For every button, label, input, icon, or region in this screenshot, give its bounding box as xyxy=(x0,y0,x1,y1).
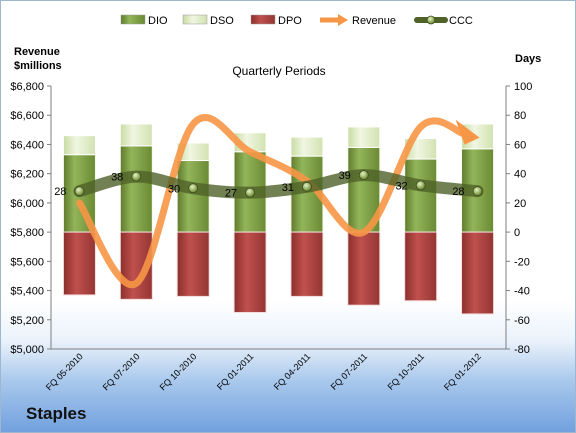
category-tick-label: FQ 10-2011 xyxy=(386,351,427,392)
left-axis-tick-label: $5,600 xyxy=(10,256,44,268)
right-axis-tick-label: 80 xyxy=(514,110,526,122)
ccc-point xyxy=(358,170,369,181)
category-tick-label: FQ 01-2011 xyxy=(215,351,256,392)
bar-dso xyxy=(62,135,96,156)
right-axis-tick-label: -40 xyxy=(514,286,530,298)
left-axis-tick-label: $6,400 xyxy=(10,139,44,151)
category-tick-label: FQ 10-2010 xyxy=(158,351,199,392)
right-axis-tick-label: -80 xyxy=(514,344,530,356)
left-axis-tick-label: $5,200 xyxy=(10,315,44,327)
bar-dio xyxy=(404,158,438,233)
ccc-point xyxy=(74,186,85,197)
category-tick-label: FQ 01-2012 xyxy=(442,351,483,392)
category-tick-label: FQ 07-2011 xyxy=(329,351,370,392)
ccc-data-label: 30 xyxy=(168,183,180,195)
legend-label-revenue: Revenue xyxy=(352,15,396,27)
bar-dpo xyxy=(290,231,324,297)
left-axis-label-line1: Revenue xyxy=(14,46,60,58)
legend-label-ccc: CCC xyxy=(449,15,473,27)
right-axis-tick-label: 20 xyxy=(514,198,526,210)
revenue-line xyxy=(75,114,468,289)
ccc-data-label: 32 xyxy=(395,180,407,192)
right-axis-tick-label: 40 xyxy=(514,169,526,181)
bar-dso xyxy=(119,123,153,147)
left-axis-tick-label: $6,600 xyxy=(10,110,44,122)
legend-marker-ccc xyxy=(426,15,436,25)
category-tick-label: FQ 07-2010 xyxy=(101,351,142,392)
ccc-data-label: 28 xyxy=(452,186,464,198)
bar-dpo xyxy=(404,231,438,302)
bar-dio xyxy=(176,160,210,233)
ccc-point xyxy=(302,181,312,192)
ccc-data-label: 27 xyxy=(225,188,237,200)
left-axis-tick-label: $6,800 xyxy=(10,81,44,93)
left-axis-label-line2: $millions xyxy=(14,60,62,72)
ccc-data-label: 28 xyxy=(54,186,66,198)
left-axis-tick-label: $6,200 xyxy=(10,169,44,181)
right-axis-tick-label: 60 xyxy=(514,139,526,151)
legend-swatch-dpo xyxy=(250,14,276,25)
category-tick-label: FQ 04-2011 xyxy=(272,351,313,392)
ccc-point xyxy=(472,186,483,197)
legend-label-dpo: DPO xyxy=(278,15,302,27)
bar-dso xyxy=(347,126,381,148)
left-axis-tick-label: $5,400 xyxy=(10,286,44,298)
ccc-data-label: 38 xyxy=(111,172,123,184)
ccc-data-label: 31 xyxy=(282,182,294,194)
ccc-point xyxy=(188,183,199,194)
ccc-data-label: 39 xyxy=(339,170,351,182)
bar-dpo xyxy=(461,231,495,315)
right-axis-tick-label: -20 xyxy=(514,256,530,268)
right-axis-tick-label: -60 xyxy=(514,315,530,327)
legend-swatch-dio xyxy=(120,14,146,25)
bar-dpo xyxy=(62,231,96,296)
bar-dpo xyxy=(119,231,153,300)
bar-dpo xyxy=(347,231,381,306)
legend-arrow-revenue xyxy=(338,14,348,26)
bar-dpo xyxy=(233,231,267,313)
legend-swatch-dso xyxy=(182,14,208,25)
legend-label-dio: DIO xyxy=(148,15,168,27)
bar-dio xyxy=(119,145,153,233)
chart-title: Quarterly Periods xyxy=(232,64,325,78)
left-axis-tick-label: $6,000 xyxy=(10,198,44,210)
revenue-arrow-head xyxy=(455,119,480,145)
brand-label: Staples xyxy=(26,404,87,423)
ccc-point xyxy=(131,171,142,182)
bar-dpo xyxy=(176,231,210,297)
right-axis-label: Days xyxy=(515,53,541,65)
bar-dso xyxy=(290,136,324,157)
right-axis-tick-label: 100 xyxy=(514,81,532,93)
ccc-point xyxy=(245,187,255,198)
left-axis-tick-label: $5,000 xyxy=(10,344,44,356)
legend-label-dso: DSO xyxy=(210,15,234,27)
ccc-point xyxy=(415,180,426,191)
left-axis-tick-label: $5,800 xyxy=(10,227,44,239)
category-tick-label: FQ 05-2010 xyxy=(44,351,85,392)
right-axis-tick-label: 0 xyxy=(514,227,520,239)
